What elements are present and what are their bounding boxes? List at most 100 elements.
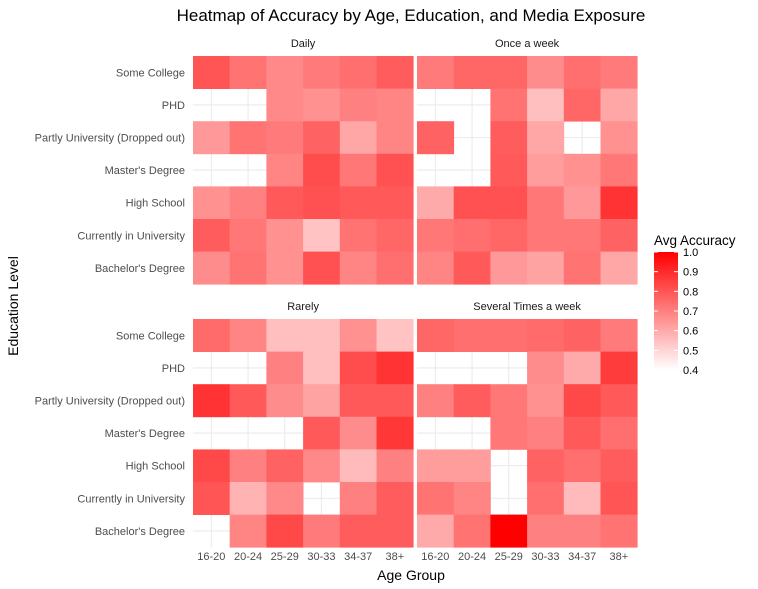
heatmap-cell — [303, 121, 341, 155]
x-tick-label: 16-20 — [421, 551, 449, 563]
heatmap-cell — [453, 514, 491, 548]
y-tick-label: Some College — [116, 330, 185, 342]
heatmap-cell — [563, 186, 601, 220]
heatmap-cell — [490, 186, 528, 220]
heatmap-cell — [376, 514, 414, 548]
legend-tick-label: 0.6 — [683, 326, 698, 338]
heatmap-cell — [417, 449, 455, 483]
x-axis-ticks: 16-20 20-24 25-29 30-33 34-37 38+ 16-20 20-24 25… — [197, 551, 628, 563]
heatmap-cell — [490, 88, 528, 122]
heatmap-cell — [376, 153, 414, 187]
heatmap-cell — [527, 319, 565, 352]
y-tick-label: High School — [126, 198, 185, 210]
heatmap-cell — [600, 449, 638, 483]
heatmap-cell — [490, 153, 528, 187]
heatmap-cell — [193, 319, 231, 352]
heatmap-cell — [339, 351, 377, 385]
y-tick-label: Some College — [116, 67, 185, 79]
y-tick-label: PHD — [162, 100, 185, 112]
heatmap-cell — [600, 482, 638, 515]
heatmap-cell — [339, 416, 377, 450]
heatmap-cell — [527, 416, 565, 450]
heatmap-cell — [417, 514, 455, 548]
heatmap-cell — [453, 251, 491, 285]
heatmap-cell — [339, 219, 377, 252]
panel-strip-label: Once a week — [495, 38, 560, 50]
legend-title: Avg Accuracy — [654, 233, 736, 248]
y-tick-label: Bachelor's Degree — [95, 263, 185, 275]
heatmap-cell — [563, 416, 601, 450]
heatmap-cell — [376, 121, 414, 155]
heatmap-cell — [303, 153, 341, 187]
panel-strip-label: Several Times a week — [473, 301, 581, 313]
heatmap-cell — [376, 416, 414, 450]
heatmap-cell — [266, 219, 304, 252]
heatmap-cell — [266, 351, 304, 385]
y-tick-label: PHD — [162, 363, 185, 375]
x-tick-label: 30-33 — [307, 551, 335, 563]
heatmap-cell — [376, 56, 414, 89]
y-tick-label: Partly University (Dropped out) — [35, 133, 185, 145]
heatmap-cell — [193, 384, 231, 418]
x-tick-label: 25-29 — [271, 551, 299, 563]
heatmap-cell — [266, 384, 304, 418]
heatmap-cell — [600, 121, 638, 155]
heatmap-cell — [303, 219, 341, 252]
heatmap-cell — [600, 416, 638, 450]
heatmap-cell — [193, 449, 231, 483]
heatmap-cell — [266, 514, 304, 548]
heatmap-cell — [417, 186, 455, 220]
x-tick-label: 38+ — [386, 551, 405, 563]
y-tick-label: Partly University (Dropped out) — [35, 396, 185, 408]
y-tick-label: Currently in University — [77, 230, 185, 242]
heatmap-cell — [303, 351, 341, 385]
y-tick-label: High School — [126, 461, 185, 473]
heatmap-cell — [417, 219, 455, 252]
heatmap-cell — [339, 251, 377, 285]
panel-strip-label: Rarely — [287, 301, 319, 313]
heatmap-cell — [303, 319, 341, 352]
heatmap-cell — [527, 514, 565, 548]
x-tick-label: 34-37 — [344, 551, 372, 563]
legend: Avg Accuracy 1.0 0.9 0.8 0.7 0.6 0.5 0.4 — [654, 233, 736, 377]
y-axis-label: Education Level — [5, 256, 21, 356]
heatmap-cell — [193, 56, 231, 89]
x-tick-label: 30-33 — [531, 551, 559, 563]
heatmap-cell — [600, 251, 638, 285]
heatmap-cell — [376, 88, 414, 122]
heatmap-cell — [417, 251, 455, 285]
y-tick-label: Bachelor's Degree — [95, 526, 185, 538]
heatmap-cell — [376, 319, 414, 352]
heatmap-cell — [339, 88, 377, 122]
heatmap-cell — [266, 88, 304, 122]
heatmap-cell — [490, 514, 528, 548]
heatmap-cell — [600, 186, 638, 220]
heatmap-cell — [303, 449, 341, 483]
heatmap-cell — [453, 384, 491, 418]
heatmap-cell — [490, 219, 528, 252]
heatmap-cell — [303, 186, 341, 220]
chart-title: Heatmap of Accuracy by Age, Education, a… — [177, 6, 646, 25]
heatmap-cell — [339, 186, 377, 220]
heatmap-cell — [453, 482, 491, 515]
heatmap-cell — [229, 121, 267, 155]
heatmap-cell — [266, 319, 304, 352]
heatmap-cell — [600, 153, 638, 187]
legend-tick-label: 0.7 — [683, 306, 698, 318]
heatmap-cell — [229, 449, 267, 483]
heatmap-cell — [193, 121, 231, 155]
panel-strip-label: Daily — [291, 38, 316, 50]
heatmap-cell — [376, 186, 414, 220]
heatmap-cell — [527, 482, 565, 515]
x-tick-label: 25-29 — [495, 551, 523, 563]
heatmap-cell — [563, 514, 601, 548]
heatmap-cell — [527, 449, 565, 483]
heatmap-cell — [303, 251, 341, 285]
heatmap-cell — [527, 251, 565, 285]
heatmap-cell — [527, 219, 565, 252]
heatmap-cell — [229, 186, 267, 220]
heatmap-cell — [453, 449, 491, 483]
heatmap-cell — [417, 56, 455, 89]
x-tick-label: 38+ — [610, 551, 629, 563]
heatmap-cell — [490, 384, 528, 418]
